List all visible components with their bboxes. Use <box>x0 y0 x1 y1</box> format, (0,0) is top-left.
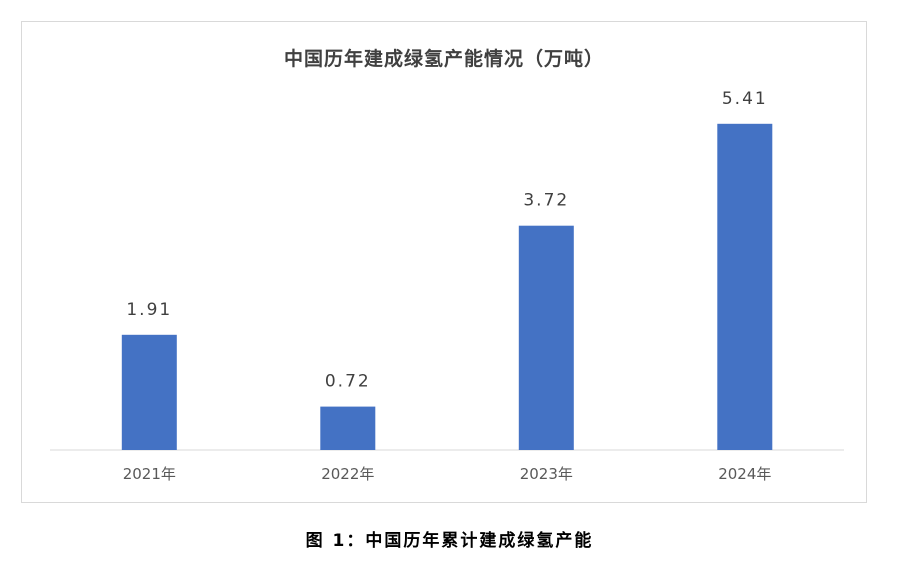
x-tick-label-3: 2023年 <box>520 465 573 483</box>
data-label-1: 1.91 <box>126 300 172 320</box>
bar-chart: 1.91 0.72 3.72 5.41 2021年 2022年 2023年 2024年 <box>50 89 844 483</box>
data-label-3: 3.72 <box>523 191 569 211</box>
data-labels-layer: 1.91 0.72 3.72 5.41 <box>126 89 768 392</box>
x-tick-label-1: 2021年 <box>123 465 176 483</box>
bars-layer <box>121 123 773 451</box>
chart-container: 中国历年建成绿氢产能情况（万吨） 1.91 0.72 3.72 5.41 2021年 2… <box>21 21 867 503</box>
x-tick-label-4: 2024年 <box>718 465 771 483</box>
bar-3 <box>518 225 574 450</box>
bar-1 <box>121 334 177 450</box>
figure-caption: 图 1：中国历年累计建成绿氢产能 <box>305 531 594 551</box>
bar-4 <box>717 123 773 451</box>
chart-title: 中国历年建成绿氢产能情况（万吨） <box>283 48 604 70</box>
data-label-2: 0.72 <box>325 372 371 392</box>
x-tick-labels-layer: 2021年 2022年 2023年 2024年 <box>123 465 772 483</box>
x-tick-label-2: 2022年 <box>321 465 374 483</box>
bar-2 <box>320 406 376 450</box>
data-label-4: 5.41 <box>722 89 768 109</box>
